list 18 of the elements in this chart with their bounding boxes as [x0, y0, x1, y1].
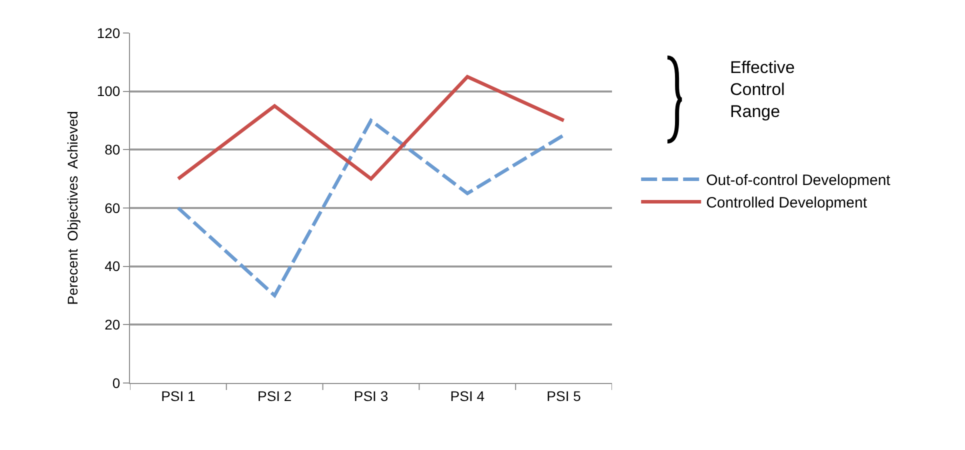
- y-tick-label: 40: [104, 258, 120, 274]
- x-tick-label: PSI 4: [450, 388, 485, 404]
- line-series: [176, 118, 566, 298]
- x-tick-label: PSI 1: [161, 388, 196, 404]
- y-tick-label: 80: [104, 142, 120, 158]
- text: Effective Control Range: [730, 58, 795, 122]
- legend-label: Out-of-control Development: [706, 172, 892, 190]
- legend-label: Controlled Development: [706, 194, 868, 212]
- x-tick-label: PSI 2: [257, 388, 292, 404]
- line-series: [176, 75, 566, 181]
- y-tick-label: 120: [96, 24, 120, 41]
- x-tick-label: PSI 3: [354, 388, 388, 404]
- y-tick-label: 0: [112, 374, 120, 391]
- x-tick-label: PSI 5: [546, 388, 582, 404]
- y-tick-label: 100: [96, 83, 120, 100]
- y-axis-title: Perecent Objectives Achieved: [64, 111, 80, 305]
- y-tick-label: 60: [104, 200, 120, 216]
- y-tick-label: 20: [104, 316, 120, 333]
